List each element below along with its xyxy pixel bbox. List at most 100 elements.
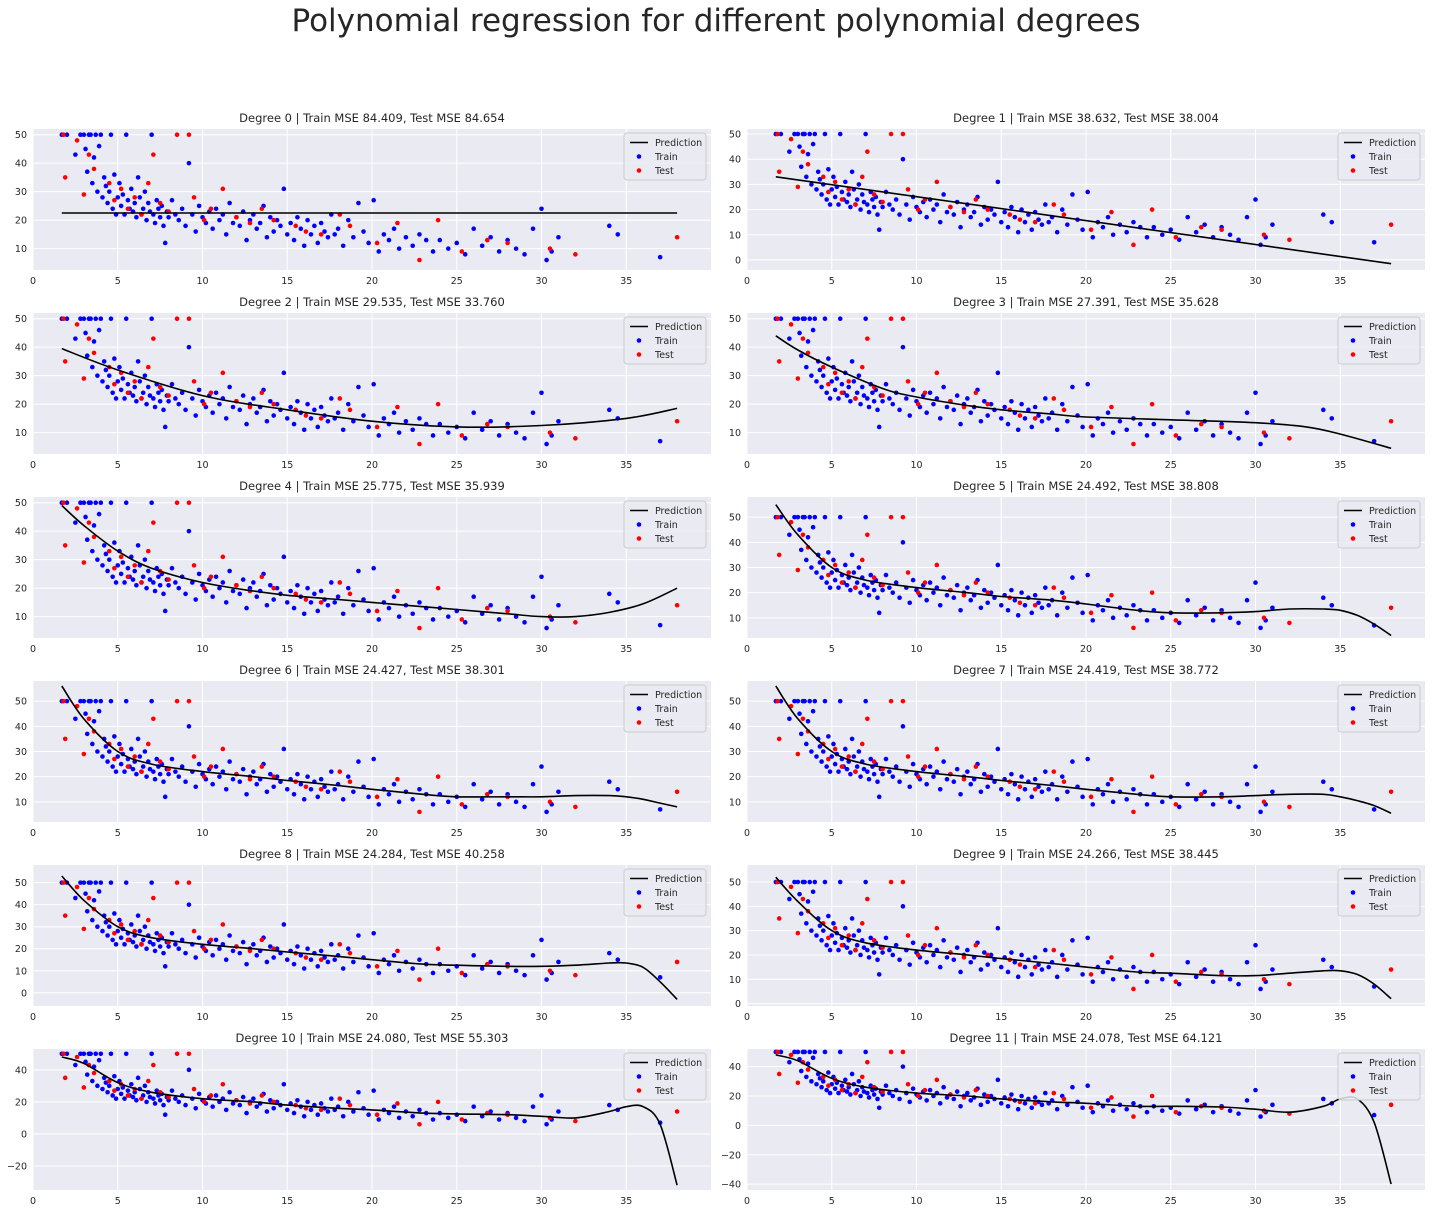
test-point <box>900 316 906 321</box>
train-point <box>958 1103 963 1109</box>
train-point <box>832 940 838 946</box>
train-point <box>858 952 863 958</box>
legend-prediction-label: Prediction <box>655 506 702 517</box>
subplot-title: Degree 4 | Train MSE 25.775, Test MSE 35… <box>239 479 505 493</box>
train-point <box>118 203 124 209</box>
train-point <box>142 1083 148 1089</box>
train-point <box>371 197 376 203</box>
train-point <box>115 928 121 934</box>
train-point <box>64 316 70 321</box>
train-point <box>843 1077 848 1083</box>
test-point <box>922 1087 928 1093</box>
x-tick-label: 25 <box>1165 1012 1177 1023</box>
legend-prediction-label: Prediction <box>655 322 702 333</box>
y-tick-label: 20 <box>15 216 27 227</box>
train-point <box>105 759 110 764</box>
x-tick-label: 25 <box>451 1196 463 1207</box>
train-point <box>880 204 885 210</box>
train-point <box>866 776 872 782</box>
train-point <box>125 381 131 387</box>
train-point <box>1236 981 1241 987</box>
y-tick-label: 50 <box>15 314 27 325</box>
test-point <box>871 938 877 943</box>
train-point <box>106 1083 112 1089</box>
train-point <box>846 192 851 197</box>
train-point <box>351 602 356 608</box>
subplot-title: Degree 6 | Train MSE 24.427, Test MSE 38… <box>239 663 505 677</box>
train-point <box>298 953 304 958</box>
test-point <box>1088 972 1094 977</box>
test-point <box>259 764 265 769</box>
train-point <box>1036 784 1041 790</box>
train-point <box>866 955 872 960</box>
train-point <box>858 590 863 595</box>
train-point <box>161 407 166 413</box>
test-point <box>220 922 226 927</box>
test-point <box>118 554 124 560</box>
train-point <box>134 583 139 588</box>
train-point <box>849 552 855 558</box>
x-tick-label: 15 <box>995 1196 1007 1207</box>
train-point <box>135 359 141 364</box>
train-point <box>1080 227 1085 233</box>
train-point <box>1019 1093 1024 1099</box>
train-point <box>958 969 963 975</box>
test-point <box>888 316 894 321</box>
train-point <box>335 410 341 415</box>
train-point <box>90 364 95 370</box>
subplot-title: Degree 11 | Train MSE 24.078, Test MSE 6… <box>950 1031 1223 1045</box>
x-tick-label: 0 <box>744 460 750 471</box>
train-point <box>179 764 185 769</box>
train-point <box>837 1049 843 1055</box>
test-point <box>839 580 845 585</box>
train-point <box>81 500 87 505</box>
train-point <box>251 942 256 947</box>
test-point <box>174 132 180 137</box>
train-point <box>268 771 273 777</box>
test-point <box>800 716 806 722</box>
train-point <box>244 237 249 243</box>
train-point <box>496 802 502 807</box>
test-point <box>1051 202 1057 207</box>
train-point <box>900 724 906 729</box>
test-point <box>846 187 851 192</box>
test-point <box>1388 222 1394 227</box>
train-point <box>1005 1103 1011 1109</box>
train-point <box>985 413 990 418</box>
train-point <box>1015 974 1021 980</box>
train-point <box>149 500 154 505</box>
test-point <box>61 1051 66 1057</box>
train-point <box>391 781 397 787</box>
test-point <box>81 1085 87 1090</box>
train-point <box>90 548 95 554</box>
train-point <box>897 407 902 413</box>
train-point <box>417 600 422 605</box>
test-point <box>347 950 353 956</box>
train-point <box>125 1088 131 1093</box>
train-point <box>937 602 943 608</box>
train-point <box>1085 381 1090 387</box>
x-tick-label: 35 <box>620 276 632 287</box>
train-point <box>897 779 902 785</box>
test-point <box>132 563 137 568</box>
train-point <box>865 947 870 953</box>
test-point <box>1219 424 1224 430</box>
train-point <box>371 930 376 936</box>
x-tick-label: 5 <box>115 828 121 839</box>
train-point <box>820 928 826 933</box>
train-point <box>100 195 105 200</box>
train-point <box>824 390 829 396</box>
train-point <box>96 511 102 517</box>
train-point <box>230 948 236 954</box>
legend-test-swatch <box>636 1088 642 1093</box>
train-point <box>615 232 621 237</box>
train-point <box>1019 774 1024 779</box>
test-point <box>776 1071 782 1077</box>
train-point <box>1070 759 1075 764</box>
train-point <box>1159 430 1165 435</box>
train-point <box>274 946 280 952</box>
x-tick-label: 35 <box>620 460 632 471</box>
train-point <box>147 766 153 772</box>
train-point <box>445 1115 451 1121</box>
test-point <box>74 506 80 511</box>
